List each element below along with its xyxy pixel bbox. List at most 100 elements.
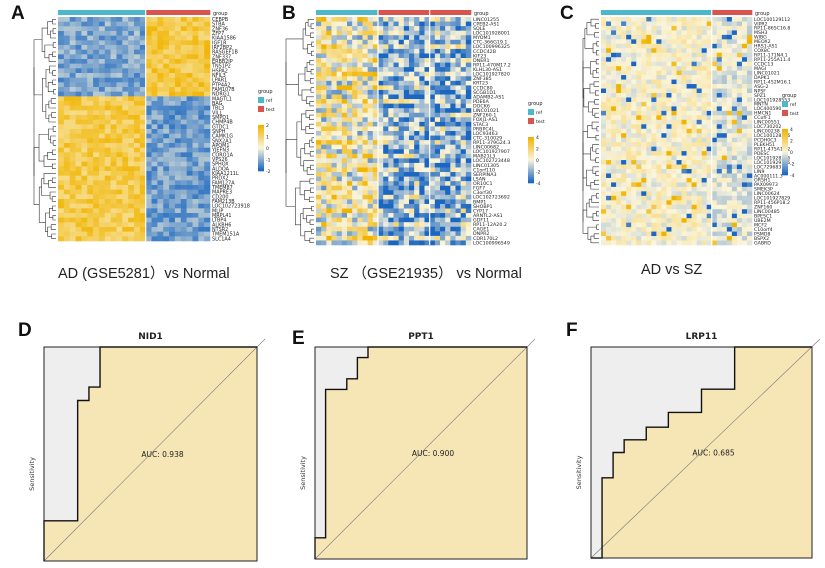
legend-scale-cell [258, 149, 264, 152]
heatmap-cell [681, 57, 687, 63]
group-annotation-cell [631, 10, 637, 15]
heatmap-cell [676, 218, 682, 223]
heatmap-cell [424, 185, 430, 191]
heatmap-cell [706, 209, 713, 215]
heatmap-cell [414, 117, 420, 123]
heatmap-cell [641, 200, 647, 206]
row-label: YJEFN3 [211, 148, 229, 154]
heatmap-cell [403, 172, 410, 177]
group-annotation-cell [75, 10, 82, 15]
heatmap-cell [321, 162, 327, 168]
heatmap-cell [69, 180, 76, 186]
heatmap-cell [736, 200, 743, 206]
heatmap-cell [434, 58, 441, 63]
heatmap-cell [104, 175, 111, 181]
heatmap-cell [398, 85, 405, 91]
heatmap-cell [681, 101, 687, 107]
heatmap-cell [104, 236, 111, 242]
heatmap-cell [631, 137, 637, 143]
heatmap-cell [383, 126, 389, 132]
group-annotation-cell [701, 10, 707, 15]
heatmap-cell [145, 73, 152, 78]
heatmap-cell [616, 182, 622, 188]
heatmap-cell [198, 185, 205, 190]
heatmap-cell [145, 185, 152, 190]
heatmap-cell [621, 48, 627, 54]
heatmap-cell [63, 59, 70, 64]
heatmap-cell [646, 93, 652, 98]
heatmap-cell [174, 82, 182, 88]
heatmap-cell [180, 171, 187, 176]
row-label: BPESC1 [754, 214, 772, 220]
heatmap-cell [110, 133, 117, 139]
heatmap-cell [362, 194, 368, 200]
heatmap-cell [169, 171, 176, 176]
heatmap-cell [611, 88, 617, 94]
group-annotation-cell [731, 10, 738, 15]
heatmap-cell [403, 126, 410, 132]
heatmap-cell [198, 105, 205, 111]
heatmap-cell [362, 172, 368, 177]
heatmap-cell [450, 108, 456, 114]
legend-scale-cell [782, 168, 788, 171]
heatmap-cell [656, 75, 662, 80]
heatmap-cell [621, 146, 627, 152]
heatmap-cell [666, 101, 672, 107]
heatmap-cell [741, 177, 748, 183]
heatmap-cell [357, 103, 363, 109]
heatmap-cell [192, 171, 199, 176]
heatmap-cell [378, 71, 384, 77]
heatmap-cell [731, 209, 738, 215]
heatmap-cell [641, 84, 647, 89]
heatmap-cell [357, 112, 363, 118]
heatmap-cell [174, 40, 182, 46]
heatmap-cell [726, 218, 733, 223]
heatmap-cell [331, 181, 337, 187]
heatmap-cell [174, 171, 182, 176]
heatmap-cell [746, 182, 753, 188]
heatmap-cell [372, 30, 379, 36]
heatmap-cell [676, 43, 682, 49]
legend-scale-cell [782, 142, 788, 145]
heatmap-cell [681, 164, 687, 170]
heatmap-cell [69, 101, 76, 106]
group-annotation-cell [347, 10, 353, 15]
heatmap-cell [621, 97, 627, 103]
heatmap-cell [104, 213, 111, 218]
heatmap-cell [58, 59, 65, 64]
heatmap-cell [174, 157, 182, 162]
heatmap-cell [691, 160, 697, 165]
heatmap-cell [63, 96, 70, 102]
heatmap-cell [711, 93, 718, 98]
heatmap-cell [204, 185, 211, 190]
heatmap-cell [671, 110, 677, 116]
heatmap-cell [434, 108, 441, 114]
heatmap-cell [98, 26, 106, 32]
heatmap-cell [372, 131, 379, 136]
heatmap-cell [81, 110, 88, 116]
heatmap-cell [601, 43, 607, 49]
heatmap-cell [341, 76, 348, 82]
heatmap-cell [434, 222, 441, 228]
heatmap-cell [372, 172, 379, 177]
heatmap-cell [98, 133, 106, 139]
heatmap-cell [93, 110, 100, 116]
heatmap-cell [198, 31, 205, 36]
dendrogram-branch [306, 215, 314, 223]
heatmap-cell [93, 133, 100, 139]
heatmap-cell [378, 153, 384, 159]
heatmap-cell [746, 155, 753, 161]
heatmap-cell [352, 76, 358, 82]
heatmap-cell [721, 119, 728, 125]
heatmap-cell [681, 52, 687, 58]
row-label: LOC102723448 [473, 158, 510, 164]
heatmap-cell [706, 227, 713, 232]
legend-scale-cell [528, 160, 534, 162]
heatmap-cell [347, 26, 353, 31]
heatmap-cell [681, 110, 687, 116]
heatmap-cell [134, 101, 141, 106]
auc-label: AUC: 0.685 [692, 449, 734, 458]
heatmap-cell [110, 124, 117, 130]
legend-scale-cell [528, 173, 534, 176]
heatmap-cell [706, 128, 713, 134]
